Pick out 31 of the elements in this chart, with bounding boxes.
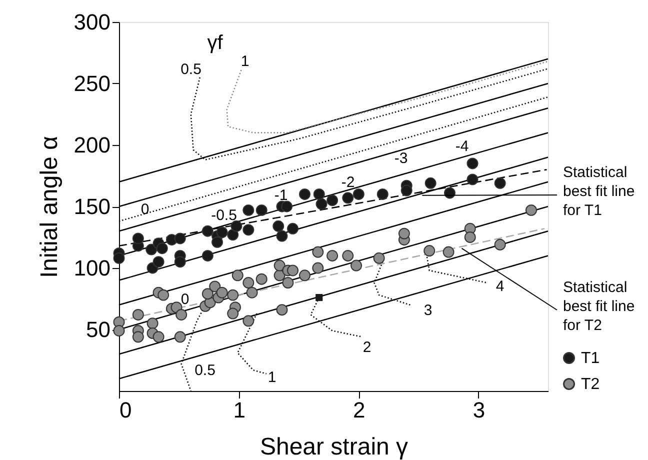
legend-label: T1 [581,350,600,367]
annotation: 0 [140,201,150,218]
annotation: 0 [180,291,190,308]
x-tick-label: 3 [472,398,486,422]
annotation: γf [207,32,224,54]
annotation: -1 [274,187,288,204]
annotation: 4 [496,278,504,295]
y-tick-label: 150 [74,194,110,219]
y-axis-title: Initial angle α [36,136,63,278]
annotation: Statistical best fit line for T1 [563,164,635,219]
annotation: Statistical best fit line for T2 [563,279,635,334]
annotation: 1 [240,53,250,70]
annotation: 0.5 [194,362,216,379]
y-tick-label: 200 [74,132,110,158]
annotation: 1 [268,369,276,386]
legend-label: T2 [581,376,600,393]
y-tick-label: 50 [86,317,110,342]
annotation: -4 [455,138,469,155]
y-tick-label: 250 [74,71,110,96]
x-tick-label: 2 [353,398,366,422]
x-tick-label: 1 [233,398,246,422]
annotation: -3 [394,150,408,167]
annotation: 3 [424,302,432,319]
x-tick-label: 0 [120,398,132,422]
annotation: 2 [362,339,372,356]
annotation: -2 [341,174,355,191]
annotation: -0.5 [211,207,237,224]
y-tick-label: 300 [74,10,110,34]
y-tick-label: 100 [74,256,110,280]
x-axis-title: Shear strain γ [260,434,408,460]
annotation: 0.5 [180,61,202,78]
